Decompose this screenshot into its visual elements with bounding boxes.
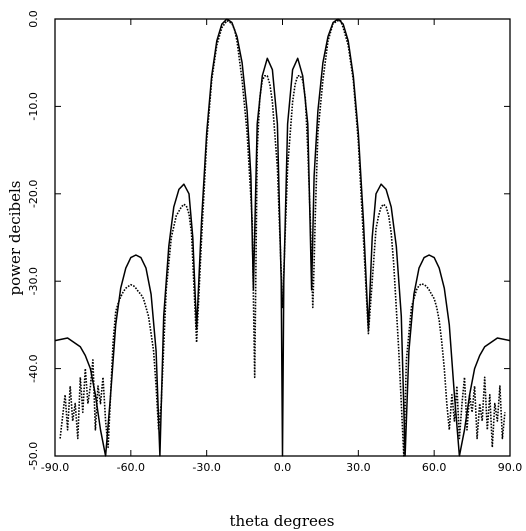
series-line-solid xyxy=(54,18,511,457)
x-tick-label: -90.0 xyxy=(41,461,69,474)
y-tick-label: -40.0 xyxy=(27,354,40,382)
series-group xyxy=(54,18,511,457)
y-tick-label: -50.0 xyxy=(27,442,40,470)
x-tick-label: 30.0 xyxy=(346,461,371,474)
axes: -90.0 -60.0 -30.0 0.0 30.0 60.0 90.0 0.0 -10.0 -2… xyxy=(27,10,522,474)
y-axis-title: power decibels xyxy=(6,181,24,296)
x-tick-label: 90.0 xyxy=(498,461,523,474)
y-tick-label: 0.0 xyxy=(27,10,40,28)
y-tick-label: -10.0 xyxy=(27,92,40,120)
x-tick-label: 60.0 xyxy=(422,461,447,474)
y-tick-label: -30.0 xyxy=(27,267,40,295)
x-tick-label: 0.0 xyxy=(274,461,292,474)
y-tick-label: -20.0 xyxy=(27,180,40,208)
x-axis-title: theta degrees xyxy=(229,512,334,530)
x-tick-label: -30.0 xyxy=(192,461,220,474)
x-tick-label: -60.0 xyxy=(117,461,145,474)
